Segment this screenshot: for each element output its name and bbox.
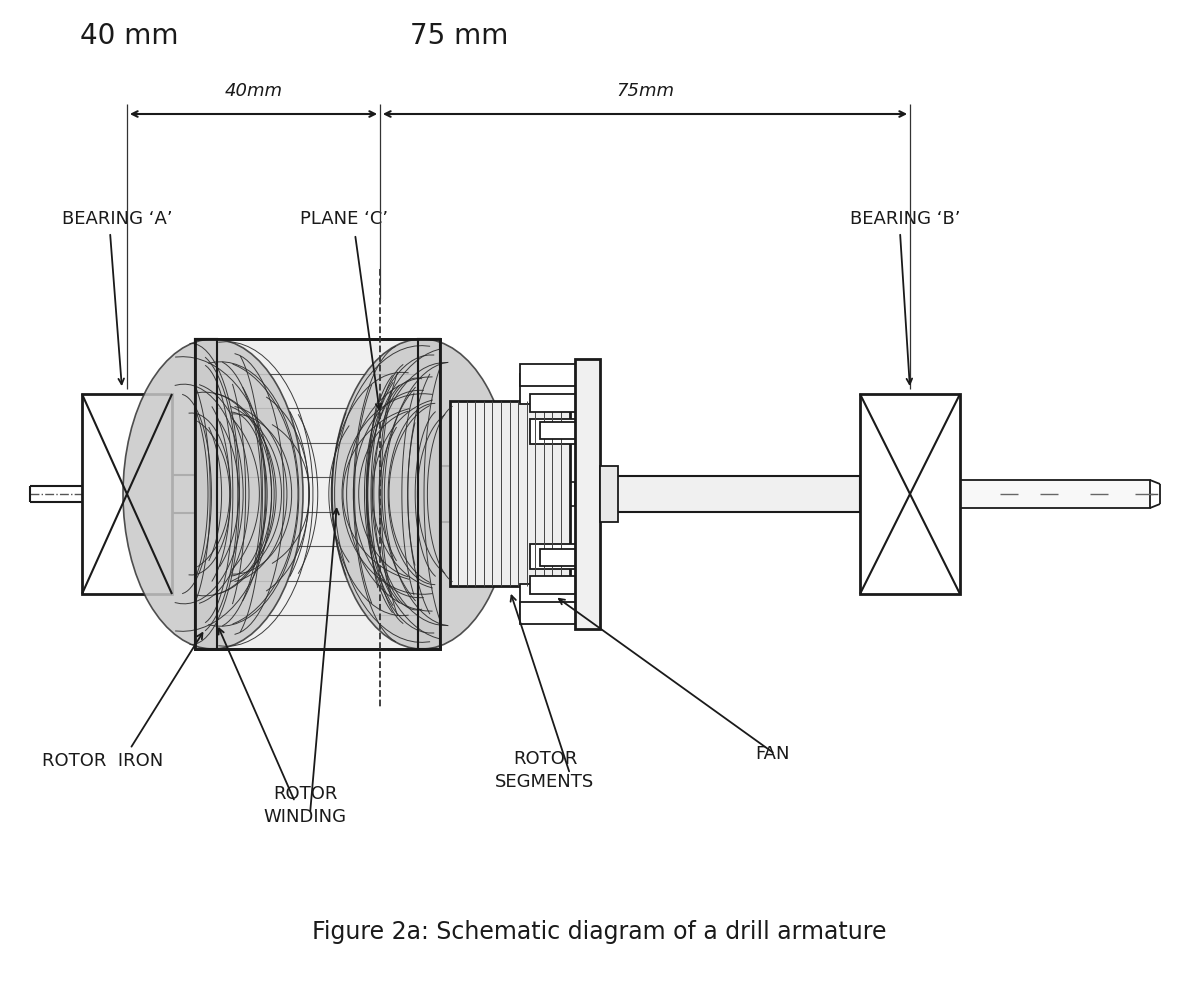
Ellipse shape [332,339,512,649]
Text: SEGMENTS: SEGMENTS [496,773,594,791]
Bar [195,339,217,649]
Bar [860,394,960,594]
Bar [575,359,600,629]
Bar [440,466,450,522]
Polygon shape [540,422,575,439]
Text: Figure 2a: Schematic diagram of a drill armature: Figure 2a: Schematic diagram of a drill … [311,920,887,944]
Text: 75 mm: 75 mm [410,22,508,50]
Polygon shape [520,584,575,614]
Bar [195,339,217,649]
Polygon shape [530,576,575,594]
Text: 40 mm: 40 mm [80,22,179,50]
Text: 40mm: 40mm [224,82,283,100]
Polygon shape [540,549,575,566]
Text: 75mm: 75mm [616,82,674,100]
Text: FAN: FAN [755,745,789,763]
Bar [600,466,618,522]
Bar [570,482,575,506]
Text: WINDING: WINDING [264,808,346,826]
Bar [81,394,173,594]
Bar [600,476,860,512]
Bar [195,339,440,649]
Bar [960,480,1150,508]
Bar [195,339,440,649]
Bar [418,339,440,649]
Polygon shape [530,544,575,569]
Text: ROTOR: ROTOR [513,750,577,768]
Polygon shape [530,394,575,412]
Polygon shape [520,364,575,386]
Bar [173,475,195,513]
Ellipse shape [123,339,303,649]
Text: ROTOR  IRON: ROTOR IRON [42,752,163,770]
Text: ROTOR: ROTOR [273,785,337,803]
Text: BEARING ‘A’: BEARING ‘A’ [62,210,173,228]
Polygon shape [520,374,575,404]
Text: BEARING ‘B’: BEARING ‘B’ [851,210,961,228]
Polygon shape [530,419,575,444]
Bar [418,339,440,649]
Polygon shape [520,602,575,624]
Text: PLANE ‘C’: PLANE ‘C’ [300,210,388,228]
Bar [450,401,570,586]
